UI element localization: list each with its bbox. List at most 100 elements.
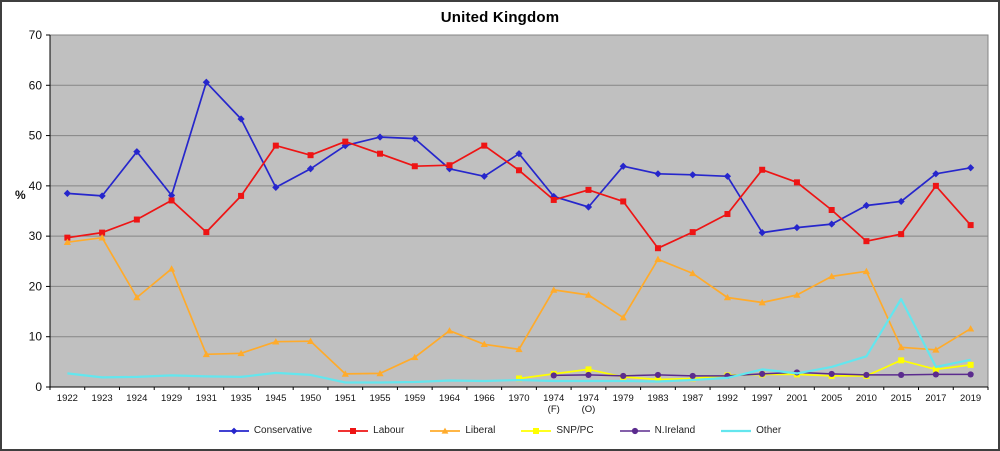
legend-label-labour: Labour	[373, 425, 405, 436]
series-marker-liberal	[133, 293, 141, 301]
series-marker-labour	[238, 192, 245, 199]
series-marker-liberal	[862, 267, 871, 275]
series-marker-liberal	[793, 291, 801, 298]
x-axis-label: 1983	[647, 393, 668, 404]
plot-area	[49, 34, 989, 388]
series-marker-liberal	[167, 265, 176, 272]
x-axis-label: 1959	[404, 393, 425, 404]
x-axis-label: 2001	[786, 393, 807, 404]
x-axis-label: 1922	[57, 393, 78, 404]
series-marker-labour	[967, 222, 974, 229]
x-axis-label: 2015	[891, 393, 912, 404]
legend-marker-conservative	[230, 427, 238, 434]
series-marker-n-ireland	[759, 370, 766, 378]
series-marker-liberal	[272, 338, 280, 345]
legend-swatch-labour	[338, 427, 369, 434]
series-marker-conservative	[689, 171, 697, 179]
series-marker-liberal	[480, 340, 488, 348]
x-axis-label: 1935	[231, 393, 252, 404]
series-marker-labour	[411, 163, 418, 170]
series-marker-conservative	[63, 189, 71, 197]
series-marker-conservative	[202, 78, 210, 86]
series-marker-labour	[203, 229, 210, 236]
x-axis-label: 1987	[682, 393, 703, 404]
x-axis-label: 1974	[578, 393, 599, 404]
series-marker-conservative	[237, 115, 245, 123]
series-marker-n-ireland	[863, 371, 870, 379]
y-axis-label: 60	[29, 78, 43, 92]
legend-item-n-ireland: N.Ireland	[619, 425, 696, 436]
series-marker-liberal	[202, 350, 210, 358]
series-marker-conservative	[411, 134, 419, 143]
series-marker-conservative	[932, 170, 940, 178]
series-marker-snp-pc	[654, 376, 661, 383]
series-marker-conservative	[167, 191, 176, 200]
series-marker-n-ireland	[932, 371, 939, 378]
y-axis-label: 40	[29, 179, 43, 193]
legend-marker-labour	[350, 427, 357, 434]
x-axis-label: 1970	[508, 393, 529, 404]
y-axis-label: 70	[29, 28, 43, 42]
series-marker-liberal	[550, 286, 558, 293]
x-axis-label: 2010	[856, 393, 877, 404]
x-axis-label: 1945	[265, 393, 286, 404]
series-marker-liberal	[411, 353, 419, 361]
series-marker-n-ireland	[585, 371, 592, 379]
series-marker-labour	[99, 229, 106, 236]
legend-swatch-n-ireland	[619, 427, 650, 434]
series-marker-labour	[446, 162, 453, 169]
x-axis-label: 1955	[369, 393, 390, 404]
legend-label-n-ireland: N.Ireland	[654, 425, 696, 436]
series-marker-conservative	[133, 148, 141, 156]
x-axis-label: 1923	[92, 393, 113, 404]
series-marker-n-ireland	[967, 371, 974, 378]
series-marker-liberal	[63, 238, 71, 245]
y-axis-title: %	[15, 188, 26, 202]
x-axis-label: 1992	[717, 393, 738, 404]
series-marker-labour	[377, 150, 384, 157]
x-axis-label: 2005	[821, 393, 842, 404]
series-marker-liberal	[98, 234, 106, 241]
series-marker-liberal	[967, 325, 975, 332]
legend-label-conservative: Conservative	[253, 425, 313, 436]
series-marker-labour	[620, 198, 627, 205]
series-marker-labour	[168, 197, 175, 204]
series-marker-conservative	[480, 172, 488, 180]
series-marker-n-ireland	[550, 372, 557, 379]
series-marker-labour	[793, 179, 800, 186]
series-marker-liberal	[723, 293, 732, 301]
series-marker-liberal	[897, 343, 905, 351]
x-axis-label: 2019	[960, 393, 981, 404]
series-marker-liberal	[689, 269, 697, 277]
series-marker-labour	[133, 216, 140, 223]
series-marker-labour	[654, 245, 661, 252]
series-marker-labour	[272, 142, 279, 149]
x-axis-label: 1966	[474, 393, 495, 404]
series-marker-snp-pc	[516, 375, 522, 382]
x-axis-label: 1964	[439, 393, 460, 404]
x-axis-label: (O)	[582, 404, 596, 415]
series-marker-conservative	[828, 220, 836, 228]
series-marker-conservative	[376, 133, 384, 141]
series-marker-n-ireland	[654, 371, 662, 379]
series-marker-labour	[550, 196, 557, 203]
series-marker-liberal	[828, 272, 836, 280]
series-marker-n-ireland	[828, 370, 835, 378]
series-marker-conservative	[967, 164, 975, 172]
legend-label-other: Other	[756, 425, 782, 436]
x-axis-label: 2017	[925, 393, 946, 404]
series-marker-snp-pc	[585, 366, 592, 373]
series-marker-conservative	[723, 172, 732, 180]
series-marker-conservative	[793, 223, 801, 232]
legend-swatch-other	[721, 429, 752, 432]
series-marker-conservative	[515, 150, 523, 158]
series-marker-liberal	[584, 291, 593, 298]
series-marker-labour	[307, 152, 314, 159]
legend-swatch-conservative	[218, 427, 249, 434]
series-marker-labour	[64, 234, 71, 241]
series-marker-labour	[932, 182, 939, 189]
legend-marker-snp-pc	[533, 427, 540, 434]
series-marker-liberal	[237, 349, 245, 357]
series-marker-labour	[516, 167, 522, 174]
